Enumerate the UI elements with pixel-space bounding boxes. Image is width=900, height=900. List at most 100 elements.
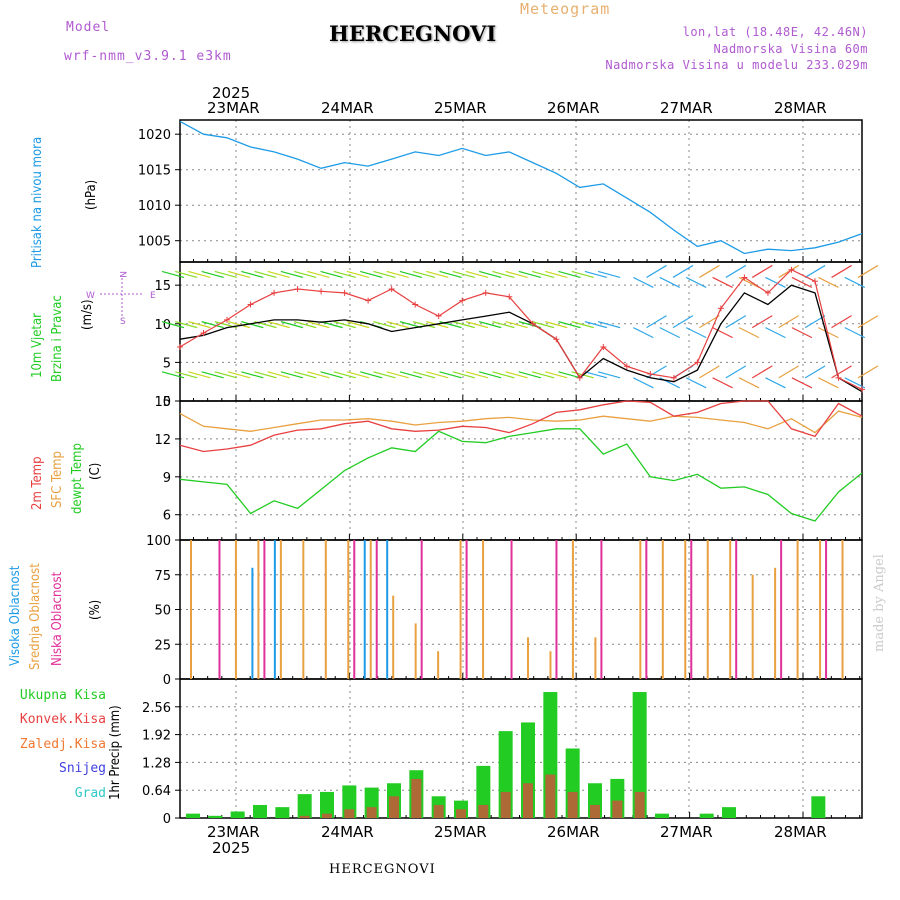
wind-arrow [386, 371, 409, 379]
y-tick-label: 0 [163, 673, 171, 688]
wind-gust-marker [435, 313, 442, 320]
wind-arrow [571, 321, 594, 329]
wind-arrow [254, 270, 277, 279]
compass-s: S [120, 317, 126, 327]
date-label-bottom: 26MAR [547, 823, 600, 841]
wind-gust-marker [811, 278, 818, 285]
wind-arrow [831, 315, 852, 329]
wind-arrow [465, 371, 489, 379]
wind-arrow [857, 365, 879, 379]
y-tick-label: 9 [163, 471, 171, 486]
meteogram-label: Meteogram [520, 0, 611, 18]
wind-arrow [452, 270, 475, 279]
precip-bar [186, 813, 200, 818]
wind-arrow [778, 264, 800, 278]
wind-arrow [426, 371, 449, 379]
wind-arrow [857, 315, 879, 329]
cloud-bar [386, 540, 389, 679]
wind-arrow [765, 276, 786, 288]
wind-arrow [412, 321, 436, 329]
wind-arrow [452, 321, 475, 329]
wind-gust-marker [741, 274, 748, 281]
wind-arrow [188, 371, 211, 379]
cloud-bar [706, 540, 709, 679]
wind-arrow [505, 321, 528, 329]
wind-arrow [712, 377, 733, 389]
compass-icon: N W E S [86, 271, 156, 327]
wind-gust-marker [623, 363, 630, 370]
wind-arrow [818, 377, 839, 389]
precip-bar [811, 796, 826, 818]
wind-arrow [738, 327, 760, 339]
y-tick-label: 5 [163, 356, 171, 371]
y-tick-label: 1015 [138, 164, 171, 179]
wind-arrow [804, 365, 826, 379]
wind-gust-marker [553, 336, 560, 343]
wind-arrow [545, 371, 568, 379]
wind-gust-marker [835, 374, 842, 381]
cloud-bar [751, 574, 754, 679]
wind-gust-marker [412, 301, 419, 308]
wind-gust-marker [294, 286, 301, 293]
date-label-bottom: 23MAR [207, 823, 260, 841]
wind-arrow [531, 321, 555, 329]
wind-arrow [214, 270, 238, 279]
wind-arrow [844, 377, 866, 389]
compass-n: N [117, 271, 127, 278]
wind-arrow [161, 270, 185, 279]
cloud-bar [825, 540, 828, 679]
lonlat-label: lon,lat (18.48E, 42.46N) [682, 25, 868, 39]
y-tick-label: 0 [163, 812, 171, 827]
wind-arrow [426, 270, 449, 279]
compass-e: E [150, 291, 156, 301]
wind-arrow [751, 315, 773, 329]
wind-gust-marker [341, 289, 348, 296]
cloud-bar [510, 540, 513, 679]
conv-precip-bar [567, 791, 578, 818]
wind-arrow [175, 270, 198, 279]
page-title: HERCEGNOVI [329, 21, 497, 46]
cloud-bar [684, 540, 687, 679]
precip-bar [699, 813, 714, 818]
wind-arrow [399, 270, 423, 279]
wind-arrow [479, 321, 502, 329]
wind-arrow [333, 321, 356, 329]
cloud-bar [257, 540, 260, 679]
wind-arrow [725, 315, 747, 329]
wind-gust-marker [200, 330, 207, 337]
wind-gust-marker [788, 266, 795, 273]
wind-arrow [175, 371, 198, 379]
wind-gust-marker [224, 316, 231, 323]
cloud-bar [571, 540, 574, 679]
elevation-label: Nadmorska Visina 60m [713, 42, 868, 56]
legend-conv: Konvek.Kisa [19, 712, 106, 727]
wind-arrow [699, 315, 720, 329]
wind-gust-marker [717, 305, 724, 312]
wind-gust-marker [647, 370, 654, 377]
wind-arrow [685, 327, 707, 339]
wind-gust-marker [271, 289, 278, 296]
wind-arrow [293, 270, 317, 279]
wind-arrow [633, 377, 654, 389]
cloud-bar [729, 540, 732, 679]
wind-arrow [373, 270, 396, 279]
pressure-line [179, 120, 863, 255]
wind-arrow [518, 371, 541, 379]
cloud-bar [279, 540, 282, 679]
precip-bar [253, 804, 267, 818]
wind-arrow [280, 270, 304, 279]
wind-arrow [571, 270, 594, 279]
wind-arrow [188, 270, 211, 279]
cloud-bar [251, 567, 254, 679]
temp2m-line [179, 400, 863, 453]
conv-precip-bar [523, 783, 533, 818]
wind-arrow [492, 270, 515, 279]
conv-precip-bar [456, 809, 466, 818]
wind-arrow [672, 315, 694, 329]
cloud-bar [780, 540, 783, 679]
wind-arrow [412, 270, 436, 279]
wind-arrow [360, 371, 383, 379]
y-tick-label: 12 [154, 433, 171, 448]
wind-arrow [346, 321, 370, 329]
cloud-bar [420, 540, 423, 679]
